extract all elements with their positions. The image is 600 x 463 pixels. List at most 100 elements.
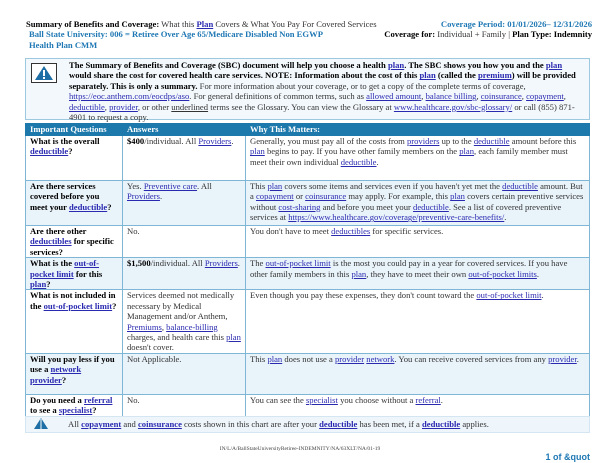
- text-segment: underlined: [171, 101, 209, 112]
- glossary-link[interactable]: deductible: [340, 156, 377, 167]
- glossary-link[interactable]: coinsurance: [137, 419, 182, 430]
- glossary-link[interactable]: copayment: [526, 91, 564, 102]
- text-segment: ,: [563, 91, 566, 102]
- glossary-link[interactable]: specialist: [305, 394, 338, 405]
- glossary-link[interactable]: coinsurance: [305, 191, 347, 202]
- glossary-link[interactable]: referral: [415, 394, 441, 405]
- text-segment: or call (855) 871-4901 to request a copy…: [69, 101, 575, 123]
- glossary-link[interactable]: plan: [267, 181, 283, 191]
- glossary-link[interactable]: balance-billing: [166, 321, 218, 332]
- coverage-for: Coverage for: Individual + Family | Plan…: [384, 29, 592, 39]
- glossary-link[interactable]: deductible: [422, 419, 461, 430]
- glossary-link[interactable]: deductible: [30, 146, 69, 157]
- glossary-link[interactable]: plan: [450, 191, 465, 202]
- text-segment: and before you meet your: [320, 201, 414, 212]
- text-segment: doesn't cover.: [127, 342, 174, 353]
- glossary-link[interactable]: deductible: [68, 201, 108, 212]
- glossary-link[interactable]: out-of-pocket limit: [30, 258, 99, 279]
- document-code: IN/L/A/BallStateUniversityRetiree-INDEMN…: [219, 446, 381, 452]
- coverage-period: Coverage Period: 01/01/2026– 12/31/2026: [440, 19, 592, 29]
- coverage-table: Important Questions Answers Why This Mat…: [25, 123, 590, 417]
- glossary-link[interactable]: www.healthcare.gov/sbc-glossary/: [393, 101, 513, 112]
- col-header-why: Why This Matters:: [245, 123, 590, 136]
- text-segment: . For general definitions of common term…: [189, 91, 367, 102]
- glossary-link[interactable]: provider: [334, 353, 365, 364]
- col-header-questions: Important Questions: [25, 123, 123, 136]
- glossary-link[interactable]: Premiums: [127, 321, 162, 332]
- text-segment: to see a: [30, 405, 59, 416]
- text-segment: .: [536, 268, 540, 279]
- intro-box: The Summary of Benefits and Coverage (SB…: [25, 58, 590, 123]
- text-segment: , they have to meet their own: [366, 268, 469, 279]
- glossary-link[interactable]: balance billing: [425, 91, 477, 102]
- glossary-link[interactable]: out-of-pocket limit: [43, 300, 113, 311]
- text-segment: Services deemed not medically necessary …: [127, 290, 235, 322]
- glossary-link[interactable]: premium: [477, 70, 512, 81]
- glossary-link[interactable]: deductibles: [331, 226, 371, 236]
- glossary-link[interactable]: plan: [351, 268, 367, 279]
- glossary-link[interactable]: provider: [109, 101, 138, 112]
- text-segment: . All: [197, 181, 212, 191]
- text-segment: .: [231, 136, 234, 146]
- glossary-link[interactable]: out-of-pocket limit: [265, 258, 331, 269]
- text-segment: may apply. For example, this: [346, 191, 451, 202]
- glossary-link[interactable]: deductible: [413, 201, 449, 212]
- text-segment: Generally, you must pay all of the costs…: [250, 136, 407, 146]
- text-segment: ,: [476, 91, 481, 102]
- glossary-link[interactable]: Providers: [204, 258, 238, 269]
- text-segment: has been met, if a: [357, 419, 422, 430]
- glossary-link[interactable]: referral: [83, 394, 113, 405]
- glossary-link[interactable]: https://eoc.anthem.com/eocdps/aso: [69, 91, 190, 102]
- text-segment: for this: [73, 268, 103, 279]
- glossary-link[interactable]: network: [366, 353, 395, 364]
- glossary-link[interactable]: copayment: [255, 191, 294, 202]
- glossary-link[interactable]: deductible: [473, 136, 510, 146]
- glossary-link[interactable]: allowed amount: [366, 91, 422, 102]
- glossary-link[interactable]: plan: [30, 279, 47, 290]
- question-cell: Do you need a referral to see a speciali…: [25, 393, 123, 417]
- glossary-link[interactable]: cost-sharing: [278, 201, 321, 212]
- glossary-link[interactable]: plan: [419, 70, 436, 81]
- glossary-link[interactable]: Providers: [198, 136, 232, 146]
- glossary-link[interactable]: plan: [545, 60, 563, 70]
- glossary-link[interactable]: deductibles: [30, 236, 72, 247]
- glossary-link[interactable]: deductible: [319, 419, 358, 430]
- glossary-link[interactable]: deductible: [69, 101, 105, 112]
- text-segment: What is the: [30, 258, 75, 269]
- text-segment: ?: [68, 146, 73, 157]
- glossary-link[interactable]: copayment: [81, 419, 122, 430]
- glossary-link[interactable]: plan: [250, 146, 265, 157]
- glossary-link[interactable]: plan: [459, 146, 475, 157]
- text-segment: Even though you pay these expenses, they…: [250, 290, 477, 301]
- text-segment: Are there other: [30, 226, 87, 236]
- glossary-link[interactable]: network provider: [30, 364, 82, 385]
- text-segment: ?: [107, 201, 112, 212]
- glossary-link[interactable]: coinsurance: [480, 91, 522, 102]
- glossary-link[interactable]: providers: [406, 136, 440, 146]
- text-segment: you choose without a: [337, 394, 416, 405]
- glossary-link[interactable]: Plan: [196, 19, 214, 29]
- glossary-link[interactable]: plan: [267, 353, 283, 364]
- footer-note: All copayment and coinsurance costs show…: [25, 416, 590, 433]
- glossary-link[interactable]: Providers: [127, 191, 160, 202]
- text-segment: What is not included in the: [30, 290, 116, 311]
- text-segment: costs shown in this chart are after your: [181, 419, 320, 430]
- glossary-link[interactable]: plan: [226, 332, 241, 343]
- text-segment: . The SBC shows you how you and the: [404, 60, 546, 70]
- glossary-link[interactable]: Preventive care: [143, 181, 198, 191]
- glossary-link[interactable]: https://www.healthcare.gov/coverage/prev…: [288, 212, 505, 223]
- warning-triangle-icon: [34, 417, 48, 431]
- glossary-link[interactable]: plan: [387, 60, 405, 70]
- text-segment: or: [293, 191, 306, 202]
- glossary-link[interactable]: provider: [548, 353, 577, 364]
- glossary-link[interactable]: deductible: [502, 181, 538, 191]
- text-segment: The: [250, 258, 266, 269]
- text-segment: $1,500: [127, 258, 151, 269]
- answer-cell: No.: [122, 393, 246, 417]
- text-segment: amount. But a: [250, 181, 583, 202]
- text-segment: Coverage for:: [384, 29, 436, 40]
- glossary-link[interactable]: out-of-pocket limits: [468, 268, 537, 279]
- glossary-link[interactable]: out-of-pocket limit: [476, 290, 542, 301]
- text-segment: Plan Type: Indemnity: [512, 29, 592, 40]
- glossary-link[interactable]: specialist: [58, 405, 93, 416]
